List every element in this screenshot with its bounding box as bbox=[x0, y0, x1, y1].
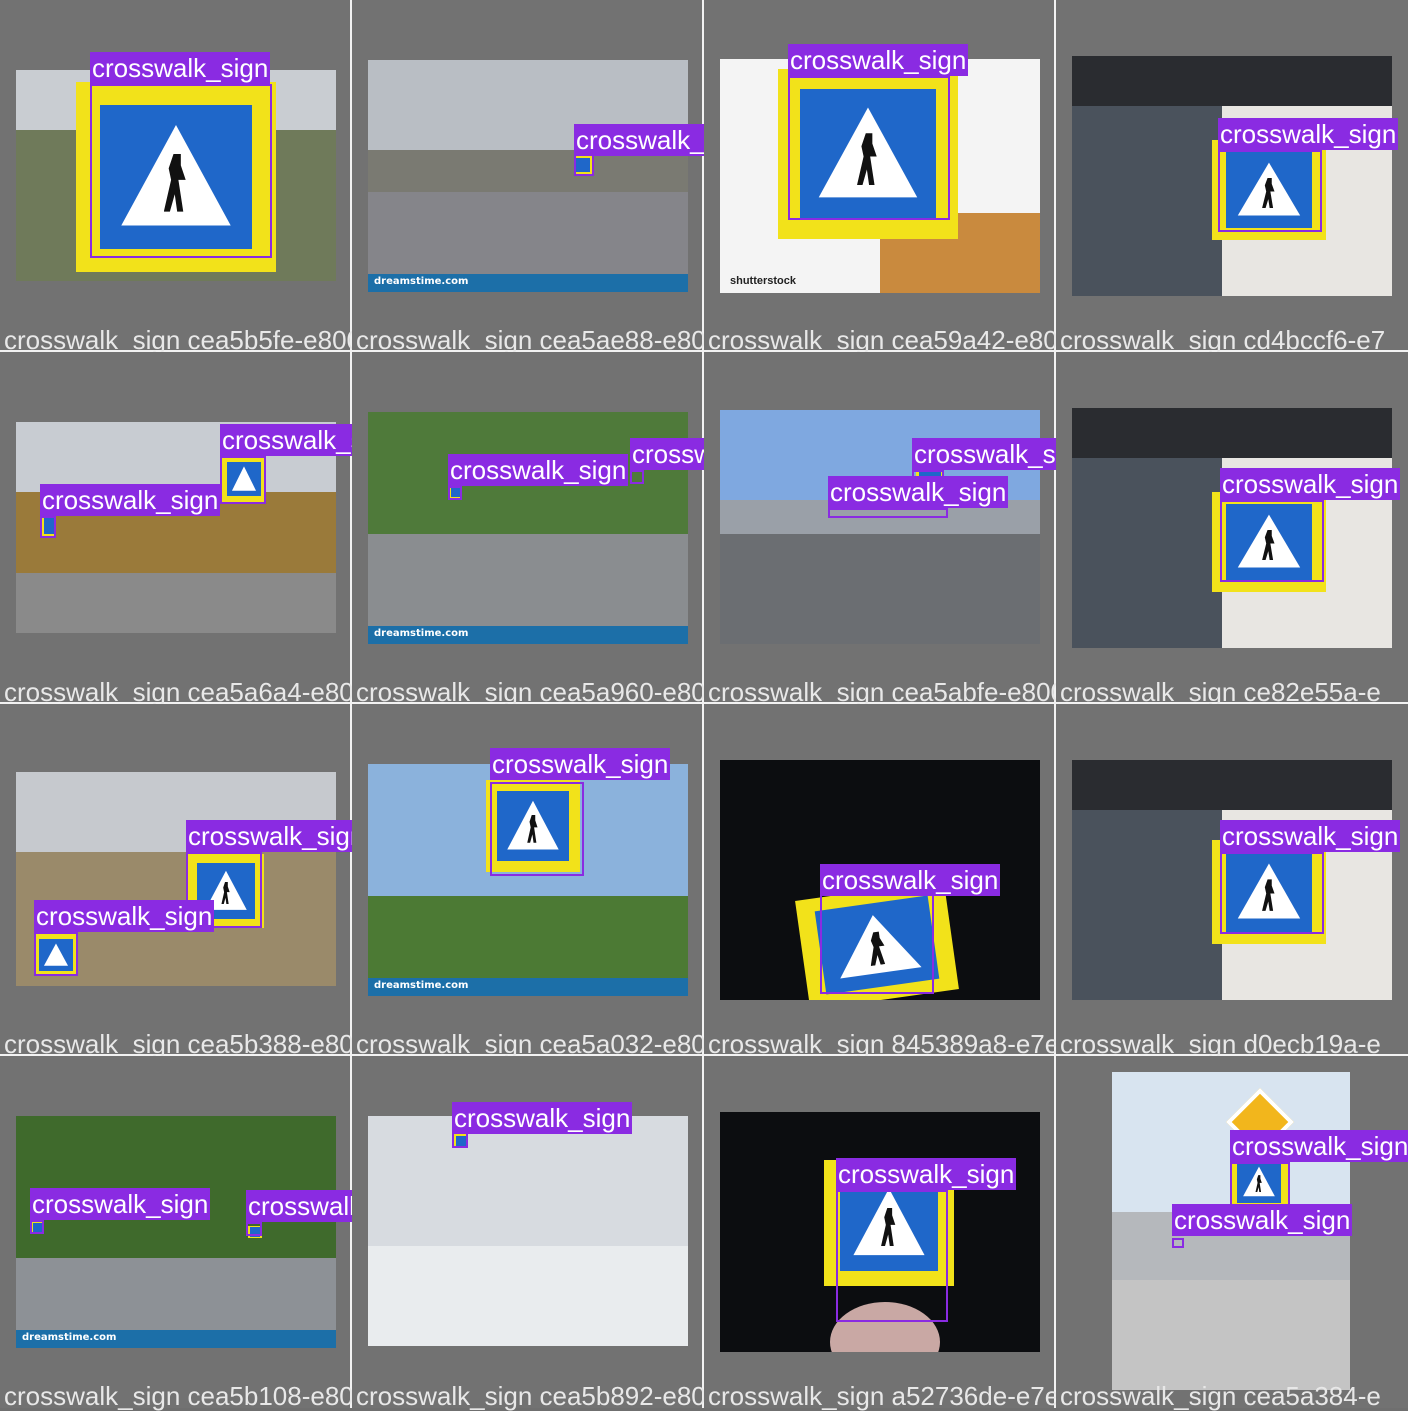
tile: crosswalk_sign crosswalk_sign cea5b5fe-e… bbox=[0, 0, 508, 354]
crosswalk-sign-icon bbox=[1230, 1154, 1288, 1210]
crosswalk-sign-icon bbox=[450, 486, 462, 498]
detection-label: crosswalk_sign bbox=[1230, 1130, 1408, 1162]
detection-box bbox=[630, 470, 644, 484]
tile: crosswalk_sign crosswalk_sign d0ecb19a-e bbox=[1056, 704, 1408, 1059]
detection-label: crosswalk_sign bbox=[1220, 820, 1401, 852]
tile: crosswalk_sign crosswalk_sign crosswalk_… bbox=[0, 352, 515, 706]
detection-box bbox=[246, 1222, 262, 1236]
detection-box bbox=[574, 154, 594, 176]
detection-box bbox=[448, 486, 462, 500]
tile-caption: crosswalk_sign ce82e55a-e bbox=[1060, 677, 1381, 707]
tile: dreamstime.com crosswalk_sign crosswalk_… bbox=[0, 1056, 515, 1410]
detection-label: crosswalk_sign bbox=[788, 44, 969, 76]
tile: crosswalk_sign crosswalk_sign cd4bccf6-e… bbox=[1056, 0, 1408, 355]
crosswalk-sign-icon bbox=[778, 69, 958, 239]
detection-label: crosswalk_sign bbox=[30, 1188, 211, 1220]
tile: crosswalk_sign crosswalk_sign crosswalk_… bbox=[704, 352, 1212, 706]
photo bbox=[1072, 760, 1392, 1000]
detection-label: crosswalk_sign bbox=[186, 820, 367, 852]
detection-box bbox=[220, 456, 266, 504]
detection-box bbox=[490, 782, 584, 876]
detection-label: crosswalk_sign bbox=[1172, 1204, 1353, 1236]
photo bbox=[1072, 408, 1392, 648]
detection-label: crosswalk_sign bbox=[448, 454, 629, 486]
watermark: dreamstime.com bbox=[368, 978, 688, 996]
crosswalk-sign-icon bbox=[1212, 140, 1326, 240]
watermark: dreamstime.com bbox=[16, 1330, 336, 1348]
photo: dreamstime.com bbox=[368, 764, 688, 996]
detection-label: crosswalk_sign bbox=[90, 52, 271, 84]
crosswalk-sign-icon bbox=[1212, 840, 1326, 944]
detection-label: crosswalk_sign bbox=[836, 1158, 1017, 1190]
detection-label: crosswalk_sign bbox=[490, 748, 671, 780]
tile: crosswalk_sign crosswalk_sign crosswalk_… bbox=[0, 704, 515, 1058]
detection-box bbox=[452, 1132, 468, 1148]
photo bbox=[16, 70, 336, 281]
detection-box bbox=[1220, 500, 1324, 582]
detection-box bbox=[828, 508, 948, 518]
detection-box bbox=[30, 1220, 44, 1234]
crosswalk-sign-icon bbox=[574, 156, 592, 174]
watermark: dreamstime.com bbox=[368, 274, 688, 292]
detection-box bbox=[1218, 150, 1322, 232]
tile-caption: crosswalk_sign d0ecb19a-e bbox=[1060, 1029, 1381, 1059]
detection-box bbox=[40, 516, 56, 538]
tile: crosswalk_sign crosswalk_sign ce82e55a-e bbox=[1056, 352, 1408, 707]
detection-box bbox=[34, 932, 78, 976]
detection-box bbox=[1220, 852, 1324, 934]
tile: dreamstime.com crosswalk_sign crosswalk_… bbox=[352, 704, 867, 1058]
detection-box bbox=[1230, 1162, 1290, 1210]
crosswalk-sign-icon bbox=[454, 1134, 468, 1148]
crosswalk-sign-icon bbox=[34, 934, 78, 976]
detection-label: crosswalk_sign bbox=[34, 900, 215, 932]
detection-box bbox=[788, 76, 950, 220]
crosswalk-sign-icon bbox=[486, 780, 580, 872]
photo bbox=[16, 422, 336, 633]
detection-label: crosswalk_sign bbox=[1220, 468, 1401, 500]
detection-box bbox=[186, 852, 262, 928]
tile: dreamstime.com crosswalk_sign crosswalk_… bbox=[352, 352, 867, 706]
crosswalk-sign-icon bbox=[222, 456, 266, 502]
detection-box bbox=[90, 84, 272, 258]
detection-label: crosswalk_sign bbox=[828, 476, 1009, 508]
detection-label: crosswalk_sign bbox=[40, 484, 221, 516]
tile-caption: crosswalk_sign cea5a384-e bbox=[1060, 1381, 1381, 1411]
watermark: dreamstime.com bbox=[368, 626, 688, 644]
photo: shutterstock bbox=[720, 59, 1040, 293]
photo bbox=[368, 1116, 688, 1346]
detection-label: crosswalk_sign bbox=[1218, 118, 1399, 150]
tile: dreamstime.com crosswalk_sign crosswalk_… bbox=[352, 0, 867, 354]
crosswalk-sign-icon bbox=[42, 516, 56, 536]
detection-box bbox=[820, 894, 934, 994]
detection-box bbox=[1172, 1238, 1184, 1248]
detection-box bbox=[836, 1190, 948, 1322]
detection-label: crosswalk_sign bbox=[820, 864, 1001, 896]
watermark: shutterstock bbox=[730, 275, 797, 287]
crosswalk-sign-icon bbox=[32, 1222, 44, 1234]
detection-label: crosswalk_sign bbox=[452, 1102, 633, 1134]
tile-caption: crosswalk_sign cd4bccf6-e7 bbox=[1060, 325, 1386, 355]
tile: crosswalk_sign crosswalk_sign a52736de-e… bbox=[704, 1056, 1221, 1410]
crosswalk-sign-icon bbox=[76, 82, 276, 272]
tile: crosswalk_sign crosswalk_sign cea5b892-e… bbox=[352, 1056, 867, 1410]
photo: dreamstime.com bbox=[368, 60, 688, 292]
photo: dreamstime.com bbox=[16, 1116, 336, 1348]
tile: crosswalk_sign crosswalk_sign 845389a8-e… bbox=[704, 704, 1221, 1058]
tile: crosswalk_sign crosswalk_sign crosswalk_… bbox=[1056, 1056, 1408, 1411]
crosswalk-sign-icon bbox=[1212, 492, 1326, 592]
tile: shutterstock crosswalk_sign crosswalk_si… bbox=[704, 0, 1219, 354]
